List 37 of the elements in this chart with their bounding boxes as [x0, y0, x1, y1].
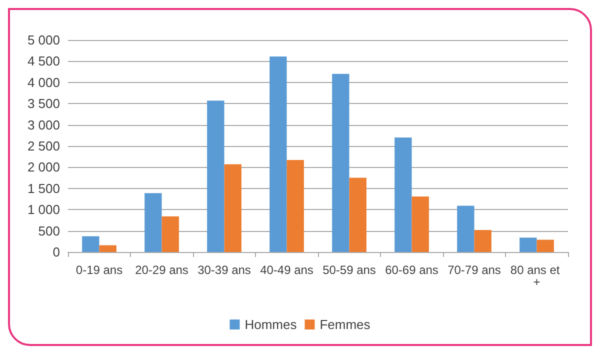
- y-tick-label: 3 000: [27, 117, 60, 132]
- y-tick-label: 500: [38, 223, 60, 238]
- x-tick-label: 0-19 ans: [76, 263, 123, 277]
- x-tick-label: 20-29 ans: [135, 263, 188, 277]
- bar: [394, 138, 412, 252]
- x-tick-label: 60-69 ans: [385, 263, 438, 277]
- bar: [474, 230, 492, 252]
- x-tick-label: 30-39 ans: [198, 263, 251, 277]
- bar: [82, 236, 100, 252]
- bar: [520, 238, 537, 252]
- bar: [457, 206, 474, 252]
- bar: [224, 164, 242, 252]
- x-tick-label: 40-49 ans: [260, 263, 314, 277]
- bar: [144, 193, 162, 252]
- x-tick-label: 50-59 ans: [322, 263, 376, 277]
- y-tick-label: 1 000: [27, 202, 60, 218]
- legend-label: Hommes: [244, 317, 298, 332]
- bar: [412, 196, 429, 252]
- bar: [270, 56, 287, 252]
- x-tick-label: 80 ans et +: [510, 263, 564, 289]
- y-tick-label: 4 000: [27, 74, 60, 90]
- y-tick-label: 2 500: [27, 138, 60, 154]
- bar: [99, 245, 116, 252]
- y-tick-label: 0: [52, 244, 60, 260]
- legend-label: Femmes: [320, 317, 371, 332]
- x-tick-label: 70-79 ans: [448, 263, 501, 277]
- bar: [332, 74, 350, 252]
- y-tick-label: 2 000: [27, 160, 60, 175]
- y-tick-label: 5 000: [27, 32, 60, 48]
- y-tick-label: 4 500: [27, 54, 60, 69]
- bar: [286, 160, 304, 252]
- y-tick-label: 1 500: [27, 180, 60, 196]
- bar: [349, 178, 366, 252]
- bar: [536, 240, 554, 252]
- bar: [162, 216, 179, 252]
- y-tick-label: 3 500: [27, 96, 60, 112]
- bar: [207, 100, 224, 252]
